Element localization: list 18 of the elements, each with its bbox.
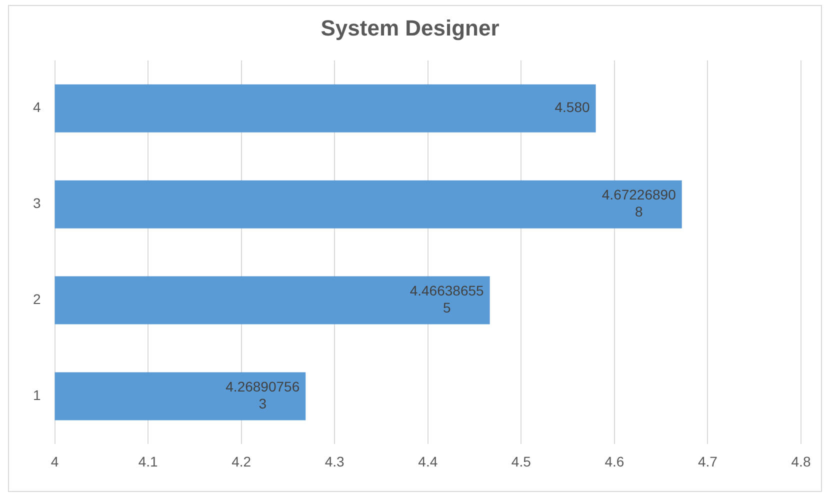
x-tick-label: 4.1 <box>138 453 158 470</box>
y-tick-label: 2 <box>32 291 41 308</box>
x-tick-label: 4.2 <box>232 453 252 470</box>
x-tick-label: 4 <box>50 453 59 470</box>
x-tick-label: 4.8 <box>791 453 811 470</box>
x-tick-label: 4.3 <box>324 453 345 470</box>
data-label: 4.466386555 <box>410 282 484 316</box>
chart-title: System Designer <box>320 15 500 40</box>
y-tick-label: 1 <box>32 387 41 404</box>
data-label: 4.672268908 <box>602 186 676 220</box>
x-tick-label: 4.6 <box>604 453 624 470</box>
x-tick-label: 4.4 <box>418 453 438 470</box>
data-label: 4.268907563 <box>226 378 300 412</box>
data-label: 4.580 <box>554 99 590 116</box>
y-tick-label: 3 <box>32 195 41 212</box>
y-tick-label: 4 <box>32 99 41 116</box>
x-tick-label: 4.5 <box>511 453 532 470</box>
x-tick-label: 4.7 <box>698 453 718 470</box>
